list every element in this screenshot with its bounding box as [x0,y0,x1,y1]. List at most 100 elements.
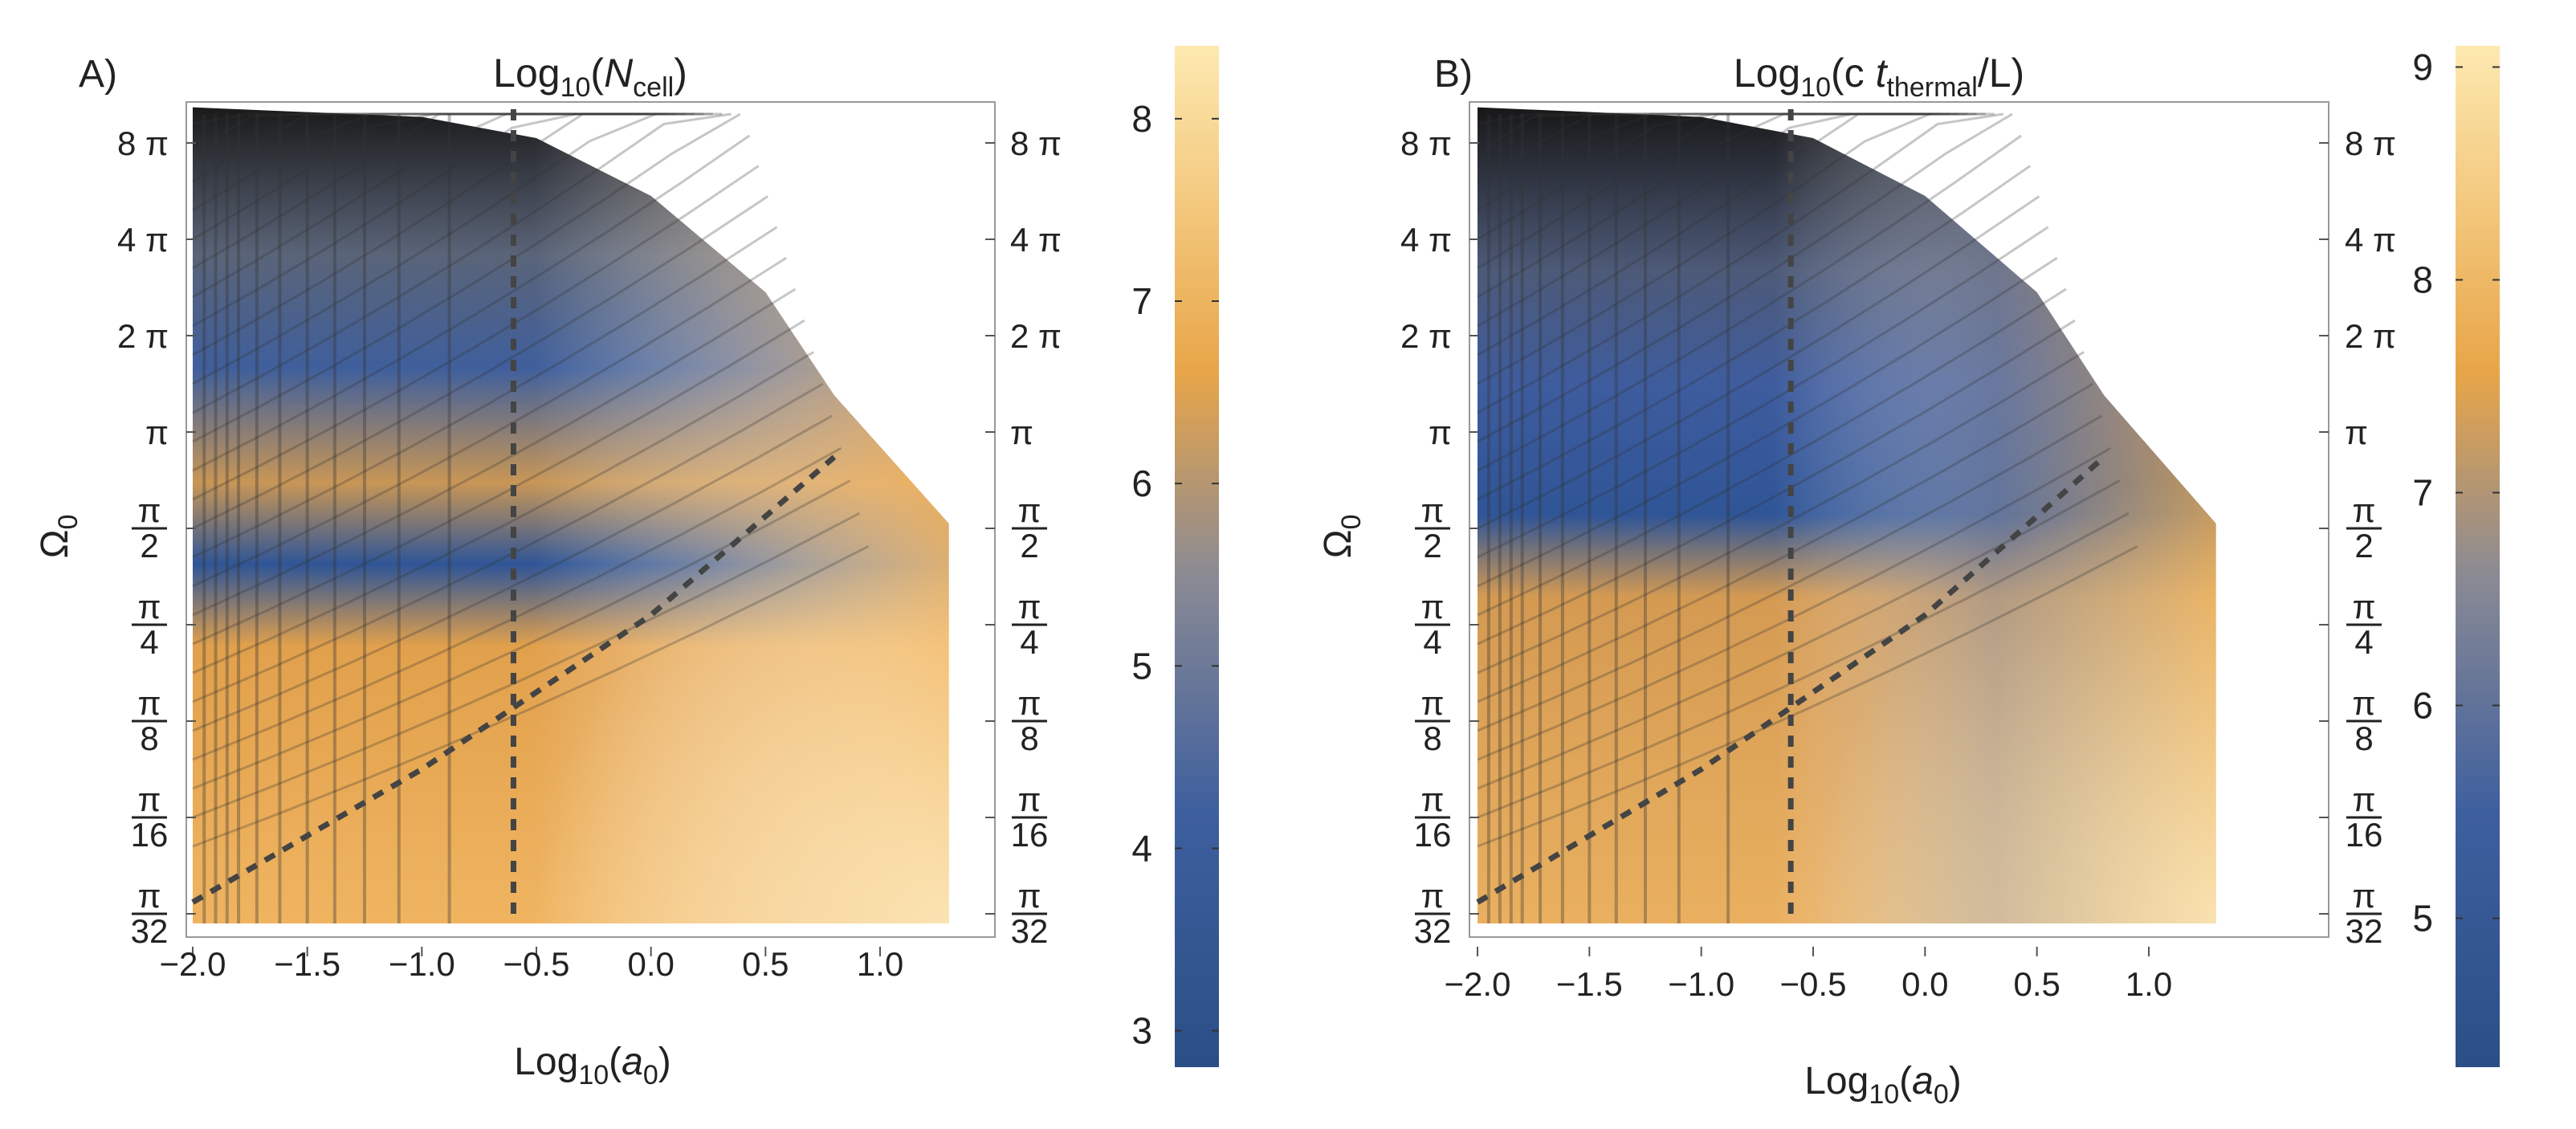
contour-diagonal-line [1477,165,2032,501]
contour-diagonal-line [192,134,751,472]
contour-diagonal-line [1477,112,1995,385]
y-tick-denominator: 16 [1011,816,1049,854]
contour-diagonal-line [1477,112,1986,357]
contour-diagonal-line [192,382,824,703]
contour-diagonal-line [1477,112,1941,212]
contour-diagonal-line [192,112,677,241]
y-tick-denominator: 4 [1423,623,1441,661]
contour-diagonal-line [1477,287,2067,617]
y-tick-numerator: π [1018,491,1041,529]
y-tick-label: 2 π [117,317,169,355]
y-tick-label: π [1429,414,1452,451]
y-tick-denominator: 2 [140,527,158,564]
contour-diagonal-line [1477,112,1923,154]
contour-diagonal-line [192,112,723,385]
x-tick-label: 0.0 [627,945,674,983]
panel-b-ylabel: Ω0 [1317,515,1367,559]
panel-b-label: B) [1434,53,1473,96]
panel-b-heatmap [1478,107,2216,924]
panel-a: A) Log10(Ncell) Ω0 Log10(a0) −2.0 −1.5 −1.… [34,46,1219,1090]
contour-diagonal-line [192,112,640,125]
y-tick-label: 2 π [1010,317,1062,355]
colorbar-tick-label: 7 [2412,472,2433,514]
y-tick-label: π [2345,414,2368,451]
y-tick-denominator: 16 [131,816,169,854]
panel-b-dashed-curve [1476,454,2106,905]
panel-a-x-ticks: −2.0 −1.5 −1.0 −0.5 0.0 0.5 1.0 [160,945,904,983]
y-tick-label: 8 π [1400,124,1452,162]
contour-diagonal-line [192,414,833,732]
contour-diagonal-line [192,226,778,559]
contour-diagonal-line [1477,319,2076,646]
y-tick-numerator: π [1018,781,1041,818]
panel-b-title: Log10(c tthermal/L) [1734,51,2024,103]
panel-a-domain-hot [193,107,949,924]
y-tick-numerator: π [138,684,161,722]
contour-diagonal-line [192,112,658,183]
y-tick-numerator: π [2353,684,2376,722]
y-tick-denominator: 8 [140,719,158,757]
y-tick-denominator: 8 [1423,719,1441,757]
contour-diagonal-line [1477,512,2130,819]
y-tick-numerator: π [1421,588,1445,626]
x-tick-label: −1.0 [1668,965,1734,1003]
y-tick-numerator: π [1421,684,1445,722]
panel-a-dashed-curve [191,454,837,905]
y-tick-numerator: π [2353,781,2376,818]
y-tick-numerator: π [1421,877,1445,915]
contour-diagonal-line [192,256,787,588]
y-tick-denominator: 2 [1020,527,1038,564]
contour-diagonal-line [1477,134,2023,472]
contour-diagonal-line [192,319,805,646]
contour-diagonal-line [1477,195,2040,530]
x-tick-label: −0.5 [503,945,570,983]
contour-diagonal-line [192,544,870,848]
y-tick-denominator: 4 [1020,623,1038,661]
panel-a-colorbar-ticks: 3 4 5 6 7 8 [1131,98,1219,1052]
x-tick-label: 0.5 [742,945,789,983]
panel-b-colorbar-ticks: 5 6 7 8 9 [2412,47,2500,939]
y-tick-denominator: 32 [1414,912,1452,950]
y-tick-numerator: π [1018,877,1041,915]
y-tick-numerator: π [138,588,161,626]
colorbar-tick-label: 5 [2412,898,2433,939]
contour-diagonal-line [1477,256,2058,588]
panel-a-heatmap [193,107,949,924]
y-tick-denominator: 2 [2354,527,2373,564]
x-tick-label: 1.0 [2126,965,2172,1003]
x-tick-label: 0.0 [1901,965,1948,1003]
panel-a-colorbar [1175,46,1219,1067]
panel-b: B) Log10(c tthermal/L) Ω0 Log10(a0) −2.0… [1317,46,2500,1110]
y-tick-label: 4 π [1400,221,1452,259]
contour-diagonal-line [192,195,769,530]
x-tick-label: −0.5 [1780,965,1847,1003]
contour-diagonal-line [192,112,686,270]
contour-diagonal-line [192,479,851,790]
contour-diagonal-line [1477,446,2112,761]
x-tick-label: −1.5 [1556,965,1623,1003]
contour-diagonal-line [192,112,713,357]
colorbar-tick-label: 6 [1131,463,1152,504]
colorbar-tick-label: 8 [1131,98,1152,140]
panel-a-title: Log10(Ncell) [493,51,687,103]
contour-diagonal-line [192,446,842,761]
y-tick-numerator: π [1421,781,1445,818]
contour-diagonal-line [1477,112,1977,328]
contour-diagonal-line [1477,351,2085,675]
x-tick-label: −1.5 [274,945,340,983]
contour-diagonal-line [192,112,695,299]
x-tick-label: −1.0 [389,945,455,983]
y-tick-denominator: 8 [2354,719,2373,757]
colorbar-tick-label: 7 [1131,280,1152,322]
contour-diagonal-line [192,165,760,501]
panel-b-frame [1469,101,2329,938]
y-tick-label: 8 π [1010,124,1062,162]
y-tick-numerator: π [2353,588,2376,626]
colorbar-tick-label: 3 [1131,1010,1152,1052]
contour-diagonal-line [1477,414,2103,732]
contour-diagonal-line [1477,112,2004,414]
contour-diagonal-line [192,112,649,154]
y-tick-label: π [1010,414,1033,451]
